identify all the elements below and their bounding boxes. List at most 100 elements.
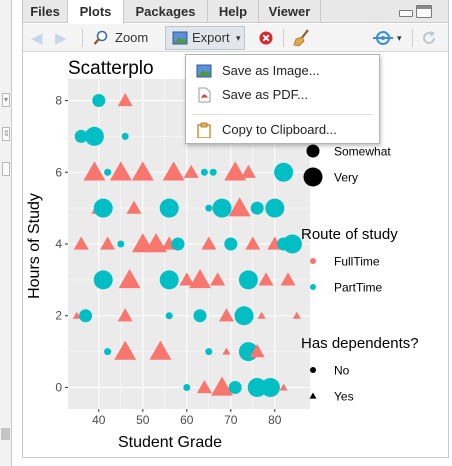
legend-key [303, 167, 323, 187]
legend-label: Somewhat [334, 145, 391, 159]
x-tick-label: 80 [268, 413, 282, 427]
scrollbar-thumb[interactable] [1, 428, 10, 440]
save-as-image-item[interactable]: Save as Image... [186, 59, 379, 83]
legend-title: Has dependents? [301, 335, 419, 352]
toolbar-separator [283, 29, 284, 47]
data-point [228, 380, 242, 394]
data-point [183, 383, 191, 391]
tab-viewer[interactable]: Viewer [259, 0, 321, 23]
data-point [189, 268, 211, 289]
data-point [212, 198, 232, 218]
data-points [72, 93, 302, 397]
data-point [109, 161, 132, 181]
y-tick-label: 0 [55, 380, 62, 394]
data-point [209, 168, 217, 176]
data-point [183, 164, 199, 178]
legend-label: PartTime [334, 281, 383, 295]
copy-to-clipboard-label: Copy to Clipboard... [222, 122, 337, 137]
export-image-icon [172, 31, 188, 45]
publish-button[interactable]: ▾ [373, 24, 407, 52]
panel-marker-icon [2, 162, 10, 176]
legend-key [310, 284, 316, 290]
data-point [149, 340, 172, 360]
refresh-button[interactable] [421, 24, 439, 52]
data-point [92, 94, 106, 108]
data-point [179, 272, 195, 286]
data-point [292, 311, 301, 319]
data-point [257, 311, 266, 319]
data-point [224, 237, 238, 251]
data-point [196, 380, 212, 394]
plots-pane: Files Plots Packages Help Viewer ◀ ▶ Zoo… [22, 0, 449, 458]
data-point [224, 161, 247, 181]
data-point [93, 198, 113, 218]
data-point [193, 309, 207, 323]
data-point [218, 308, 234, 322]
toolbar-separator [82, 29, 83, 47]
data-point [228, 197, 251, 217]
clear-all-plots-button[interactable] [293, 24, 313, 52]
tab-files[interactable]: Files [23, 0, 68, 23]
refresh-icon [423, 31, 436, 44]
data-point [249, 344, 265, 358]
data-point [171, 237, 185, 251]
remove-plot-icon [259, 31, 273, 45]
legend-key [310, 367, 316, 373]
data-point [117, 240, 125, 248]
export-button[interactable]: Export ▾ [165, 26, 245, 50]
data-point [159, 198, 179, 218]
legend-label: FullTime [334, 255, 380, 269]
export-menu: Save as Image... Save as PDF... Copy to … [185, 54, 380, 144]
chart-title: Scatterplo [68, 58, 154, 79]
copy-to-clipboard-item[interactable]: Copy to Clipboard... [186, 118, 379, 142]
data-point [118, 268, 141, 289]
clipboard-icon [197, 122, 211, 138]
axis-ticks: 40 50 60 70 80 0 2 4 6 8 [55, 94, 281, 427]
remove-plot-button[interactable] [259, 24, 275, 52]
y-axis-label: Hours of Study [26, 193, 43, 299]
legend-label: Yes [334, 390, 354, 404]
data-point [79, 309, 93, 323]
legend-label: Very [334, 171, 358, 185]
data-point [211, 376, 233, 396]
x-tick-label: 60 [180, 413, 194, 427]
scroll-marker-icon: ▾ [2, 93, 10, 107]
y-tick-label: 8 [55, 94, 62, 108]
forward-arrow-icon[interactable]: ▶ [55, 29, 67, 47]
tab-packages[interactable]: Packages [124, 0, 208, 23]
tab-plots[interactable]: Plots [68, 0, 124, 24]
data-point [145, 233, 167, 253]
data-point [165, 312, 173, 320]
data-point [93, 270, 113, 290]
legend-key [310, 258, 316, 264]
publish-icon [373, 31, 393, 45]
menu-separator [192, 114, 373, 115]
legend-key [306, 144, 320, 158]
maximize-pane-icon[interactable] [416, 5, 432, 18]
y-tick-label: 4 [55, 237, 62, 251]
tab-help[interactable]: Help [208, 0, 259, 23]
minimize-pane-icon[interactable] [399, 10, 413, 17]
zoom-button[interactable]: Zoom [93, 24, 153, 52]
data-point [238, 270, 258, 290]
data-point [205, 204, 213, 212]
data-point [280, 272, 296, 286]
toolbar-separator [412, 29, 413, 47]
data-point [200, 168, 208, 176]
data-point [73, 236, 89, 250]
data-point [72, 311, 81, 319]
data-point [104, 168, 112, 176]
data-point [265, 198, 285, 218]
pane-tab-bar: Files Plots Packages Help Viewer [23, 0, 448, 24]
left-pane-gutter: ▾ ⇕ [0, 0, 12, 466]
data-point [114, 340, 137, 360]
zoom-magnifier-icon [93, 30, 108, 45]
back-arrow-icon[interactable]: ◀ [31, 29, 43, 47]
data-point [247, 377, 267, 397]
save-as-pdf-item[interactable]: Save as PDF... [186, 83, 379, 107]
stepper-icon: ⇕ [2, 127, 10, 141]
save-as-pdf-label: Save as PDF... [222, 87, 308, 102]
data-point [274, 162, 294, 182]
pdf-icon [198, 87, 211, 103]
data-point [83, 161, 106, 181]
